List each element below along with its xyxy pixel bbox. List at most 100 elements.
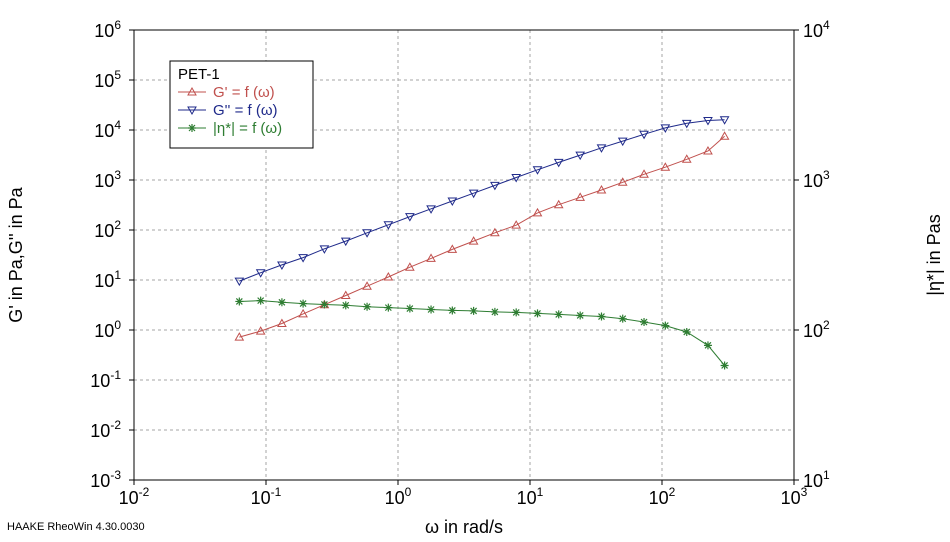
data-point [235,297,244,306]
data-point [363,302,372,311]
data-point [596,144,607,153]
series-3 [235,296,729,370]
legend: PET-1 G' = f (ω)G'' = f (ω)|η*| = f (ω) [169,60,314,149]
x-tick-label: 101 [517,485,544,508]
data-point [532,166,543,175]
data-point [703,116,713,126]
y-tick-label: 106 [94,18,121,41]
data-point [468,236,479,245]
data-point [553,199,564,209]
y-tick-label: 10-3 [90,468,121,491]
data-point [234,277,245,287]
data-point [553,158,564,168]
data-point [234,332,245,341]
data-point [575,192,586,201]
y-axis-label: G' in Pa,G'' in Pa [6,186,26,322]
data-point [447,197,458,207]
data-point [682,327,691,336]
data-point [469,306,478,315]
x-axis-ticks: 10-2 10-1 100 101 102 103 [119,480,808,508]
data-point [256,296,265,305]
data-point [720,361,729,370]
legend-title: PET-1 [178,66,220,83]
data-point [618,314,627,323]
data-point [448,306,457,315]
data-point [255,326,266,335]
data-point [533,309,542,318]
series-2 [234,116,730,287]
legend-item: |η*| = f (ω) [178,120,282,137]
y2-tick-label: 101 [803,468,830,491]
legend-label: G'' = f (ω) [213,102,278,119]
x-tick-label: 10-2 [119,485,150,508]
data-point [405,304,414,313]
data-point [511,174,522,183]
data-point [719,131,730,140]
y2-axis-label: |η*| in Pas [924,214,944,295]
data-point [255,269,266,278]
y-tick-label: 105 [94,68,121,91]
legend-item: G' = f (ω) [178,84,275,101]
data-point [512,308,521,317]
data-point [639,169,649,178]
data-point [596,185,607,194]
data-point [617,137,628,147]
data-point [703,146,713,155]
data-point [703,341,712,350]
data-point [681,154,692,163]
y-tick-label: 101 [94,268,121,291]
series-layer [234,116,730,370]
y-tick-label: 104 [94,118,121,141]
y2-tick-label: 104 [803,18,830,41]
data-point [447,244,458,253]
data-point [405,213,415,222]
x-tick-label: 103 [781,485,808,508]
y-tick-label: 100 [94,318,121,341]
data-point [384,303,393,312]
data-point [661,321,670,330]
data-point [320,300,329,309]
data-point [340,290,351,299]
legend-swatch-marker [187,106,197,116]
y2-axis-ticks: 101 102 103 104 [794,18,830,491]
software-version: HAAKE RheoWin 4.30.0030 [7,521,145,533]
y2-tick-label: 103 [803,168,830,191]
series-1 [234,131,730,341]
data-point [640,318,649,327]
data-point [490,227,500,237]
data-point [490,181,500,191]
data-point [490,307,499,316]
data-point [681,119,692,129]
data-point [277,298,286,307]
plot-frame [133,29,795,481]
data-point [597,312,606,321]
x-axis-label: ω in rad/s [425,517,503,537]
y-tick-label: 10-1 [90,368,121,391]
data-point [298,308,308,318]
data-point [319,245,330,254]
y-axis-ticks: 10-3 10-2 10-1 100 101 102 103 104 105 106 [90,18,134,491]
data-point [362,281,372,290]
data-point [340,237,351,247]
y-tick-label: 102 [94,218,121,241]
series-line [239,119,725,282]
data-point [426,205,436,214]
data-point [341,301,350,310]
legend-item: G'' = f (ω) [178,102,278,119]
data-point [299,299,308,308]
data-point [405,262,415,271]
data-point [511,220,522,229]
data-point [532,207,543,217]
y-tick-label: 10-2 [90,418,121,441]
data-point [576,311,585,320]
data-point [427,305,436,314]
data-point [468,189,479,199]
x-tick-label: 100 [385,485,412,508]
data-point [277,261,287,270]
data-point [426,253,436,262]
x-tick-label: 102 [649,485,676,508]
legend-swatch-marker [188,124,196,132]
data-point [617,177,628,186]
y2-tick-label: 102 [803,318,830,341]
